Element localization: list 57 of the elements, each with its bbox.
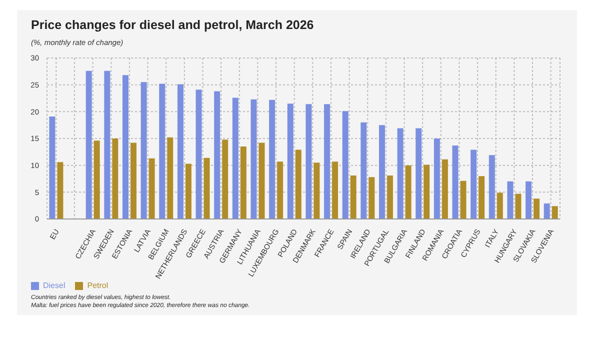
bar — [507, 181, 514, 219]
bar — [515, 194, 522, 219]
bar — [250, 99, 257, 219]
bar — [94, 140, 100, 219]
bar — [277, 162, 284, 219]
legend-label: Petrol — [87, 281, 108, 290]
bar — [534, 198, 540, 219]
bar — [130, 142, 136, 219]
bar — [424, 164, 430, 219]
bar — [452, 145, 458, 219]
bar — [470, 150, 477, 219]
bar — [204, 158, 210, 219]
bar — [140, 82, 147, 219]
bar — [314, 162, 320, 219]
bar — [552, 206, 558, 219]
bar — [397, 128, 404, 219]
bar — [306, 104, 312, 219]
bar — [405, 165, 412, 219]
bar — [86, 70, 92, 219]
chart-title: Price changes for diesel and petrol, March 2026 — [31, 18, 314, 32]
bar — [416, 128, 422, 219]
bar — [295, 150, 302, 219]
bar — [258, 142, 265, 219]
bar — [222, 140, 228, 219]
bar — [378, 125, 385, 219]
bar — [478, 176, 485, 219]
bar — [159, 84, 166, 219]
bar — [49, 116, 56, 219]
bar — [368, 177, 375, 219]
bar — [269, 100, 276, 219]
bar — [460, 180, 466, 219]
bar — [196, 90, 202, 219]
bar — [57, 162, 64, 219]
bar — [386, 176, 393, 219]
bar — [232, 98, 238, 219]
bar — [122, 75, 128, 219]
bar — [544, 203, 550, 219]
bar — [526, 181, 532, 219]
bar — [287, 104, 294, 219]
bar — [148, 158, 155, 219]
bar — [240, 146, 246, 219]
bar — [442, 159, 448, 219]
bar — [324, 104, 330, 219]
bar — [167, 137, 174, 219]
bar — [185, 164, 192, 219]
bar — [104, 70, 110, 219]
bar — [434, 138, 440, 219]
bar — [488, 155, 495, 219]
legend-label: Diesel — [43, 281, 66, 290]
bar — [332, 162, 338, 219]
bar — [496, 192, 503, 219]
bar — [342, 111, 348, 219]
bar — [214, 91, 220, 219]
bar — [350, 176, 356, 219]
bar — [360, 122, 367, 219]
bar — [112, 138, 118, 219]
bar — [177, 84, 184, 219]
